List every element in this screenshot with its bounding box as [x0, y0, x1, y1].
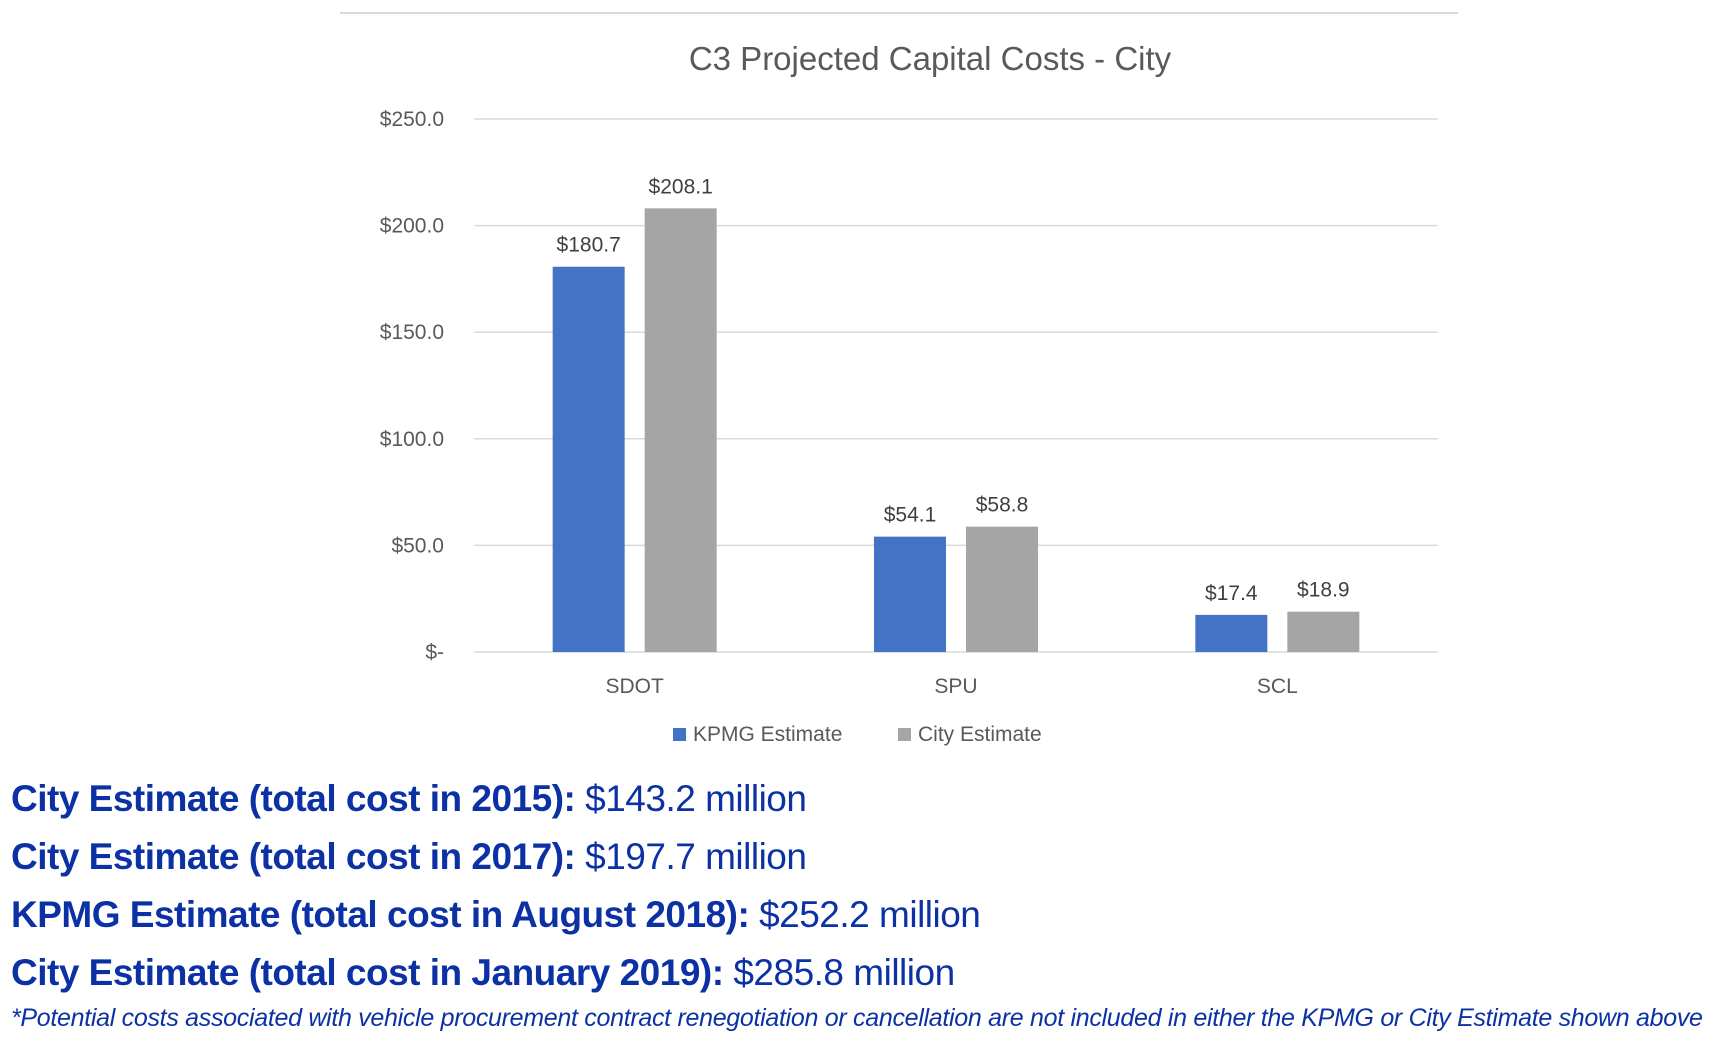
bar-city-estimate [966, 526, 1038, 652]
legend-label: KPMG Estimate [693, 723, 842, 746]
data-label: $18.9 [1297, 579, 1350, 602]
bar-kpmg-estimate [1195, 614, 1268, 652]
chart-title: C3 Projected Capital Costs - City [689, 40, 1172, 77]
summary-label: City Estimate (total cost in January 201… [11, 952, 724, 993]
y-tick-label: $200.0 [380, 215, 444, 238]
x-tick-label: SDOT [605, 675, 664, 698]
legend-label: City Estimate [918, 723, 1042, 746]
bar-chart: C3 Projected Capital Costs - City $- $50.… [340, 12, 1458, 746]
data-label: $208.1 [649, 175, 713, 198]
summary-lines: City Estimate (total cost in 2015): $143… [11, 770, 981, 1002]
data-label: $54.1 [884, 504, 937, 527]
data-label: $180.7 [557, 234, 621, 257]
bar-kpmg-estimate [874, 536, 946, 652]
bar-city-estimate [1287, 611, 1360, 652]
summary-value: $143.2 million [575, 778, 807, 819]
summary-line: City Estimate (total cost in 2017): $197… [11, 828, 980, 886]
legend-swatch [898, 728, 911, 741]
y-tick-label: $- [425, 641, 444, 664]
summary-line: City Estimate (total cost in January 201… [11, 944, 980, 1002]
summary-line: KPMG Estimate (total cost in August 2018… [11, 886, 981, 944]
summary-value: $197.7 million [575, 836, 807, 877]
footnote: *Potential costs associated with vehicle… [11, 1004, 1703, 1032]
bar-kpmg-estimate [552, 266, 625, 652]
x-tick-label: SPU [934, 675, 977, 698]
y-tick-label: $250.0 [380, 108, 444, 131]
data-label: $17.4 [1205, 582, 1258, 605]
summary-line: City Estimate (total cost in 2015): $143… [11, 770, 980, 828]
y-tick-label: $50.0 [391, 534, 444, 557]
summary-label: City Estimate (total cost in 2015): [11, 778, 576, 819]
y-tick-label: $100.0 [380, 428, 444, 451]
x-tick-label: SCL [1257, 675, 1298, 698]
data-label: $58.8 [976, 494, 1029, 517]
summary-label: City Estimate (total cost in 2017): [11, 836, 576, 877]
legend-swatch [673, 728, 686, 741]
summary-label: KPMG Estimate (total cost in August 2018… [11, 894, 750, 935]
summary-value: $252.2 million [749, 894, 981, 935]
y-tick-label: $150.0 [380, 321, 444, 344]
summary-value: $285.8 million [723, 952, 955, 993]
bar-city-estimate [644, 208, 717, 652]
